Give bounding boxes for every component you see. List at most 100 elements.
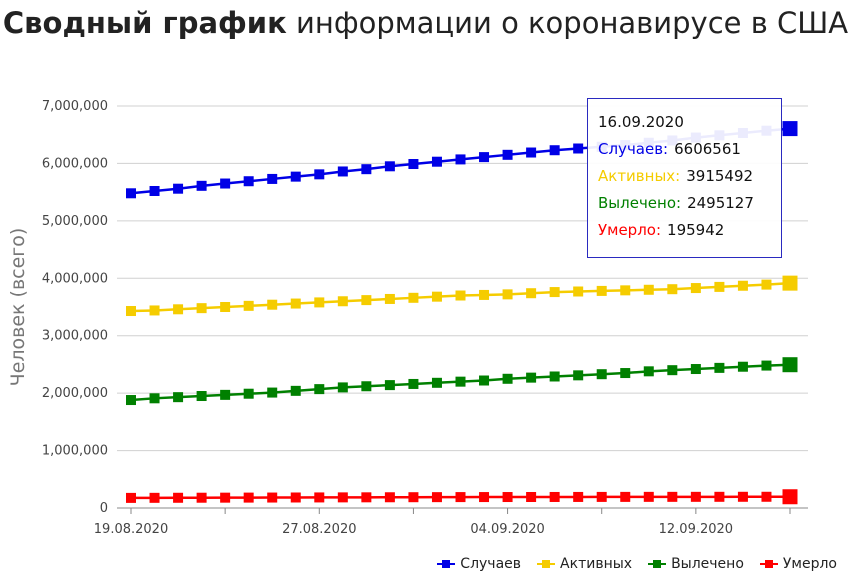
point-deaths[interactable] — [173, 492, 184, 503]
point-cases[interactable] — [267, 173, 278, 184]
point-active[interactable] — [290, 298, 301, 309]
point-recovered[interactable] — [384, 380, 395, 391]
point-deaths[interactable] — [714, 491, 725, 502]
point-active[interactable] — [502, 289, 513, 300]
point-cases[interactable] — [384, 161, 395, 172]
point-active[interactable] — [431, 291, 442, 302]
point-active[interactable] — [173, 304, 184, 315]
point-recovered[interactable] — [408, 378, 419, 389]
point-recovered[interactable] — [643, 366, 654, 377]
point-recovered[interactable] — [782, 357, 798, 373]
point-deaths[interactable] — [643, 491, 654, 502]
point-recovered[interactable] — [714, 362, 725, 373]
point-cases[interactable] — [502, 149, 513, 160]
point-active[interactable] — [384, 293, 395, 304]
point-active[interactable] — [361, 295, 372, 306]
point-deaths[interactable] — [782, 489, 798, 505]
point-active[interactable] — [314, 297, 325, 308]
point-deaths[interactable] — [479, 492, 490, 503]
point-deaths[interactable] — [573, 491, 584, 502]
point-cases[interactable] — [431, 156, 442, 167]
point-deaths[interactable] — [620, 491, 631, 502]
legend-item-active[interactable]: Активных — [537, 556, 632, 572]
point-recovered[interactable] — [690, 364, 701, 375]
point-recovered[interactable] — [314, 384, 325, 395]
point-recovered[interactable] — [620, 368, 631, 379]
point-cases[interactable] — [196, 180, 207, 191]
point-recovered[interactable] — [761, 360, 772, 371]
point-recovered[interactable] — [596, 369, 607, 380]
point-active[interactable] — [196, 303, 207, 314]
point-deaths[interactable] — [243, 492, 254, 503]
point-recovered[interactable] — [502, 373, 513, 384]
point-deaths[interactable] — [667, 491, 678, 502]
point-recovered[interactable] — [126, 395, 136, 406]
point-recovered[interactable] — [549, 371, 560, 382]
point-deaths[interactable] — [384, 492, 395, 503]
point-recovered[interactable] — [667, 365, 678, 376]
point-cases[interactable] — [220, 178, 231, 189]
point-active[interactable] — [761, 279, 772, 290]
point-active[interactable] — [149, 305, 160, 316]
point-cases[interactable] — [455, 154, 466, 165]
point-active[interactable] — [549, 287, 560, 298]
point-recovered[interactable] — [220, 389, 231, 400]
point-recovered[interactable] — [479, 375, 490, 386]
point-recovered[interactable] — [526, 372, 537, 383]
point-active[interactable] — [220, 302, 231, 312]
point-recovered[interactable] — [149, 393, 160, 404]
point-deaths[interactable] — [290, 492, 301, 503]
point-recovered[interactable] — [573, 370, 584, 381]
point-cases[interactable] — [573, 143, 584, 154]
point-deaths[interactable] — [196, 492, 207, 503]
point-deaths[interactable] — [149, 492, 160, 503]
point-active[interactable] — [455, 290, 466, 301]
point-active[interactable] — [573, 286, 584, 297]
point-deaths[interactable] — [690, 491, 701, 502]
point-deaths[interactable] — [314, 492, 325, 503]
point-deaths[interactable] — [408, 492, 419, 503]
point-active[interactable] — [267, 299, 278, 310]
point-active[interactable] — [596, 285, 607, 296]
point-cases[interactable] — [173, 183, 184, 194]
point-recovered[interactable] — [737, 361, 748, 372]
point-cases[interactable] — [479, 152, 490, 163]
point-deaths[interactable] — [596, 491, 607, 502]
point-active[interactable] — [337, 296, 348, 307]
point-cases[interactable] — [149, 185, 160, 196]
point-deaths[interactable] — [761, 491, 772, 502]
point-recovered[interactable] — [196, 391, 207, 402]
point-cases[interactable] — [314, 169, 325, 180]
point-cases[interactable] — [243, 176, 254, 187]
point-cases[interactable] — [408, 159, 419, 170]
point-recovered[interactable] — [361, 381, 372, 392]
point-cases[interactable] — [361, 164, 372, 175]
point-deaths[interactable] — [126, 492, 136, 503]
point-recovered[interactable] — [267, 387, 278, 398]
legend-item-cases[interactable]: Случаев — [437, 556, 521, 572]
point-active[interactable] — [782, 275, 798, 291]
point-recovered[interactable] — [173, 392, 184, 403]
point-active[interactable] — [714, 281, 725, 292]
point-cases[interactable] — [549, 145, 560, 156]
point-active[interactable] — [126, 306, 136, 317]
point-recovered[interactable] — [455, 376, 466, 387]
point-cases[interactable] — [126, 188, 136, 199]
point-active[interactable] — [667, 284, 678, 295]
point-recovered[interactable] — [243, 388, 254, 399]
point-active[interactable] — [408, 292, 419, 303]
point-cases[interactable] — [290, 171, 301, 182]
point-deaths[interactable] — [455, 492, 466, 503]
point-active[interactable] — [643, 284, 654, 295]
point-active[interactable] — [620, 285, 631, 296]
point-active[interactable] — [737, 280, 748, 291]
point-deaths[interactable] — [220, 492, 231, 503]
point-recovered[interactable] — [290, 385, 301, 396]
point-recovered[interactable] — [337, 382, 348, 393]
point-active[interactable] — [243, 300, 254, 311]
legend-item-recovered[interactable]: Вылечено — [648, 556, 744, 572]
point-cases[interactable] — [526, 147, 537, 158]
point-deaths[interactable] — [267, 492, 278, 503]
point-active[interactable] — [526, 288, 537, 299]
point-cases[interactable] — [782, 121, 798, 137]
